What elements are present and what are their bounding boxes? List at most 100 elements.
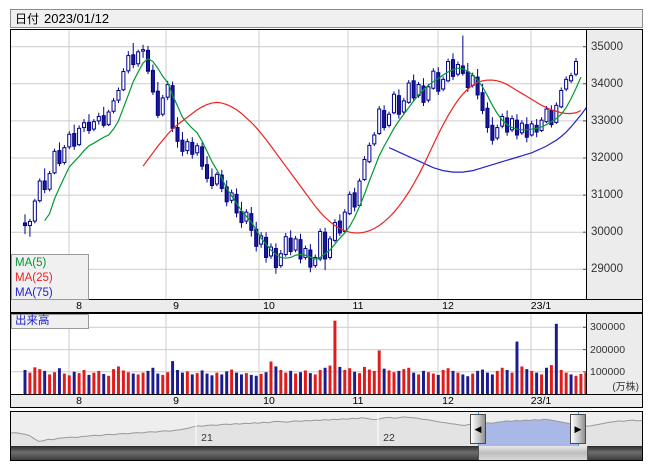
candlestick xyxy=(431,68,436,90)
volume-bar xyxy=(343,370,347,394)
right-arrow-icon: ▶ xyxy=(574,423,582,434)
left-range-handle[interactable]: ◀ xyxy=(470,414,486,444)
right-range-handle[interactable]: ▶ xyxy=(570,414,586,444)
volume-bar xyxy=(185,371,189,394)
price-tick-30000: 30000 xyxy=(591,226,623,239)
candlestick xyxy=(357,178,362,207)
candlestick xyxy=(141,44,146,58)
candlestick xyxy=(485,102,490,133)
volume-bar xyxy=(372,370,376,394)
volume-bar xyxy=(215,372,219,394)
volume-bar xyxy=(289,370,293,394)
volume-bar xyxy=(515,341,519,394)
volume-bar xyxy=(481,369,484,394)
candlestick xyxy=(185,138,190,155)
candlestick xyxy=(175,117,180,148)
candlestick xyxy=(514,114,519,140)
candlestick xyxy=(278,250,283,268)
volume-bar xyxy=(559,370,563,394)
candlestick xyxy=(569,72,574,84)
candlestick xyxy=(367,142,372,164)
volume-bar xyxy=(284,372,288,394)
range-selector-panel[interactable]: 21 22 ◀ ▶ xyxy=(10,411,643,461)
volume-bar xyxy=(382,368,386,394)
volume-bar xyxy=(259,374,263,394)
candlestick xyxy=(57,142,62,167)
candlestick xyxy=(27,218,32,237)
price-plot-area[interactable] xyxy=(11,30,586,299)
candlestick xyxy=(86,114,91,134)
volume-bar xyxy=(545,367,548,394)
volume-bar xyxy=(72,371,76,394)
overview-selection-region[interactable] xyxy=(11,417,642,446)
candlestick xyxy=(77,125,82,147)
volume-bar xyxy=(180,372,184,394)
candlestick xyxy=(564,76,569,92)
overview-scrollbar-track[interactable] xyxy=(11,446,642,460)
volume-bar xyxy=(441,370,445,394)
volume-chart-panel[interactable]: (万株) 300000 200000 100000 xyxy=(10,313,643,395)
volume-x-tick-23-1: 23/1 xyxy=(530,395,552,407)
price-tick-29000: 29000 xyxy=(591,263,623,276)
candlestick xyxy=(67,131,72,150)
volume-bar xyxy=(112,369,116,394)
left-arrow-icon: ◀ xyxy=(474,423,482,434)
volume-x-tick-8: 8 xyxy=(76,395,82,407)
volume-bar xyxy=(53,372,56,394)
candlestick xyxy=(62,145,67,165)
overview-scrollbar-thumb[interactable] xyxy=(478,446,588,460)
candlestick xyxy=(352,187,357,212)
candlestick xyxy=(475,68,480,100)
price-tick-31000: 31000 xyxy=(591,189,623,202)
volume-bar xyxy=(510,372,514,394)
candlestick xyxy=(195,143,200,156)
price-chart-panel[interactable]: 35000 34000 33000 32000 31000 30000 29000 xyxy=(10,29,643,300)
ma25-line xyxy=(142,79,582,234)
candlestick xyxy=(327,235,333,260)
candlestick xyxy=(82,119,87,133)
candlestick xyxy=(190,137,195,159)
volume-bar xyxy=(313,374,317,394)
candlestick xyxy=(396,89,401,119)
candlestick xyxy=(32,198,37,224)
candlestick xyxy=(372,132,377,147)
volume-bar xyxy=(377,350,381,394)
candlestick xyxy=(205,156,210,183)
volume-bar xyxy=(239,374,243,394)
price-x-axis: 8 9 10 11 12 23/1 xyxy=(10,300,643,313)
volume-bar xyxy=(97,370,101,394)
volume-unit-label: (万株) xyxy=(612,382,639,393)
volume-bar xyxy=(195,373,199,394)
volume-bar xyxy=(121,370,125,394)
volume-bar xyxy=(422,370,425,394)
volume-x-tick-9: 9 xyxy=(173,395,179,407)
candlestick xyxy=(254,221,259,252)
volume-bar xyxy=(431,373,435,394)
volume-bar xyxy=(62,373,66,394)
volume-bar xyxy=(249,374,253,394)
volume-bar xyxy=(387,370,391,394)
candlestick xyxy=(209,168,214,190)
overview-plot-area[interactable] xyxy=(11,412,642,446)
candlestick xyxy=(441,76,446,92)
volume-plot-area[interactable] xyxy=(11,314,586,394)
volume-bar xyxy=(397,370,401,394)
date-header-bar: 日付 2023/01/12 xyxy=(10,9,643,28)
volume-bar xyxy=(107,375,111,394)
candlestick xyxy=(342,209,347,233)
volume-bar xyxy=(264,372,268,394)
volume-bar xyxy=(171,361,175,394)
price-x-tick-11: 11 xyxy=(352,300,364,312)
candlestick xyxy=(239,201,244,228)
volume-bar xyxy=(426,372,430,394)
volume-legend: 出来高 xyxy=(11,314,89,329)
volume-legend-label: 出来高 xyxy=(15,315,50,327)
candlestick xyxy=(539,117,544,133)
volume-bar xyxy=(540,374,544,394)
candlestick xyxy=(106,109,111,127)
volume-bar xyxy=(176,370,179,394)
candlestick xyxy=(214,172,219,187)
volume-bar xyxy=(57,368,61,394)
candlestick xyxy=(323,227,328,271)
volume-bar xyxy=(38,369,42,394)
